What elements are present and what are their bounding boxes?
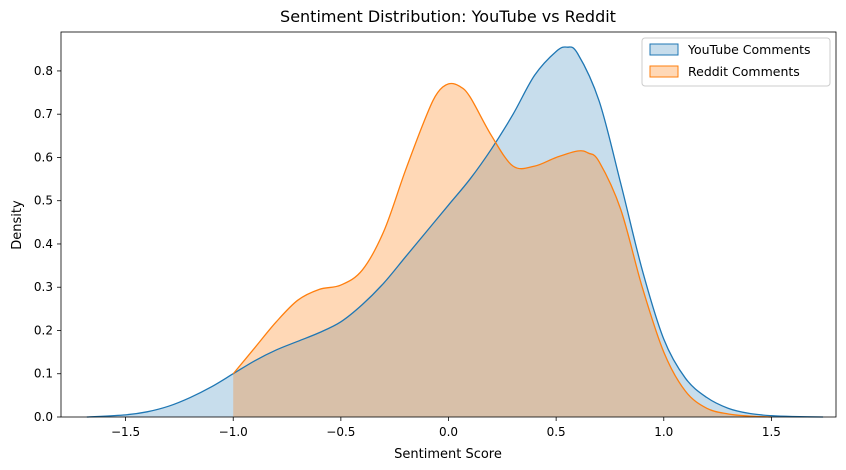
- x-tick-label: 1.5: [762, 425, 781, 439]
- y-axis-label: Density: [10, 200, 25, 250]
- plot-fills: [86, 46, 824, 417]
- x-tick-label: 0.0: [439, 425, 458, 439]
- y-tick-label: 0.6: [34, 150, 53, 164]
- y-tick-label: 0.5: [34, 194, 53, 208]
- y-tick-label: 0.4: [34, 237, 53, 251]
- legend-frame: [641, 37, 831, 87]
- x-tick-label: −1.5: [111, 425, 140, 439]
- y-tick-label: 0.1: [34, 367, 53, 381]
- density-area-youtube: [86, 46, 824, 417]
- legend-label-youtube: YouTube Comments: [687, 42, 811, 57]
- chart-title: Sentiment Distribution: YouTube vs Reddi…: [280, 7, 616, 26]
- legend-swatch-reddit: [649, 65, 679, 78]
- legend-label-reddit: Reddit Comments: [688, 64, 800, 79]
- y-tick-label: 0.3: [34, 280, 53, 294]
- y-axis-ticks: 0.0 0.1 0.2 0.3 0.4 0.5 0.6 0.7 0.8: [34, 64, 61, 424]
- y-tick-label: 0.7: [34, 107, 53, 121]
- x-tick-label: −1.0: [219, 425, 248, 439]
- x-tick-label: −0.5: [326, 425, 355, 439]
- y-tick-label: 0.8: [34, 64, 53, 78]
- density-area-reddit: [233, 83, 772, 417]
- y-tick-label: 0.0: [34, 410, 53, 424]
- legend: YouTube Comments Reddit Comments: [641, 37, 831, 87]
- x-axis-label: Sentiment Score: [394, 447, 502, 462]
- y-tick-label: 0.2: [34, 323, 53, 337]
- density-line-reddit: [232, 82, 772, 418]
- x-axis-ticks: −1.5 −1.0 −0.5 0.0 0.5 1.0 1.5: [111, 417, 781, 439]
- density-line-youtube: [86, 46, 824, 418]
- x-tick-label: 0.5: [547, 425, 566, 439]
- legend-swatch-youtube: [649, 43, 679, 56]
- plot-lines: [86, 46, 824, 418]
- x-tick-label: 1.0: [654, 425, 673, 439]
